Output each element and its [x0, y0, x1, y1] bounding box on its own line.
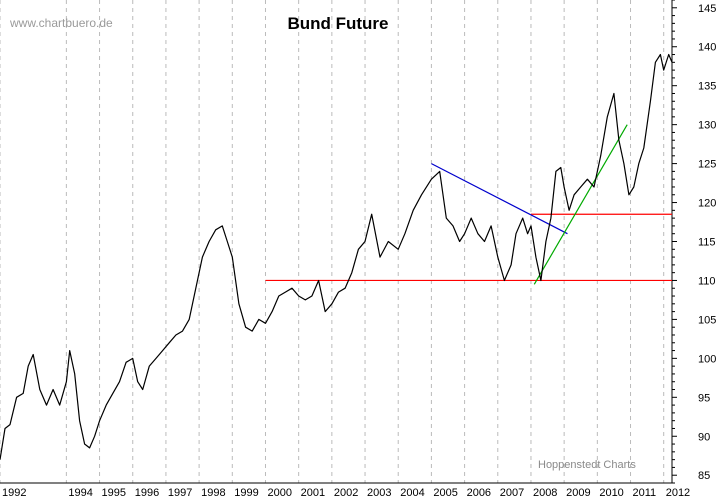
x-tick-label: 1999 [234, 487, 258, 499]
x-tick-label: 2009 [566, 487, 590, 499]
x-tick-label: 2008 [533, 487, 557, 499]
x-tick-label: 2005 [433, 487, 457, 499]
y-tick-label: 95 [698, 392, 710, 404]
vertical-grid [0, 0, 665, 483]
y-tick-label: 135 [698, 81, 716, 93]
x-tick-label: 1994 [68, 487, 92, 499]
x-tick-label: 2012 [666, 487, 690, 499]
trend-lines [265, 124, 672, 285]
y-tick-label: 105 [698, 314, 716, 326]
downtrend-line [431, 163, 568, 235]
y-tick-label: 115 [698, 237, 716, 249]
price-line [0, 53, 673, 460]
y-tick-label: 85 [698, 470, 710, 482]
y-tick-label: 110 [698, 275, 716, 287]
watermark: www.chartbuero.de [9, 16, 113, 30]
x-tick-label: 2004 [400, 487, 424, 499]
y-tick-label: 130 [698, 120, 716, 132]
x-tick-label: 1995 [102, 487, 126, 499]
chart-title: Bund Future [287, 14, 388, 33]
x-tick-label: 1998 [201, 487, 225, 499]
price-series [0, 53, 673, 460]
x-tick-label: 2006 [467, 487, 491, 499]
x-tick-label: 1997 [168, 487, 192, 499]
y-axis-labels: 85 90 95 100 105 110 115 120 125 130 135 140 145 [698, 3, 716, 482]
credit-label: Hoppenstedt Charts [538, 459, 636, 471]
x-tick-label: 2001 [301, 487, 325, 499]
uptrend-line [533, 124, 628, 285]
x-tick-label: 2002 [334, 487, 358, 499]
y-tick-label: 120 [698, 198, 716, 210]
y-tick-label: 90 [698, 431, 710, 443]
x-tick-label: 2000 [267, 487, 291, 499]
x-tick-label: 2011 [633, 487, 657, 499]
x-tick-label: 1992 [2, 487, 26, 499]
y-tick-label: 145 [698, 3, 716, 15]
y-tick-label: 100 [698, 353, 716, 365]
x-tick-label: 2010 [599, 487, 623, 499]
axes [0, 0, 677, 484]
x-tick-label: 2007 [500, 487, 524, 499]
y-tick-label: 140 [698, 42, 716, 54]
x-tick-label: 2003 [367, 487, 391, 499]
x-axis-labels: 1992 1994 1995 1996 1997 1998 1999 2000 2001 2002… [2, 487, 690, 499]
x-tick-label: 1996 [135, 487, 159, 499]
y-tick-label: 125 [698, 159, 716, 171]
